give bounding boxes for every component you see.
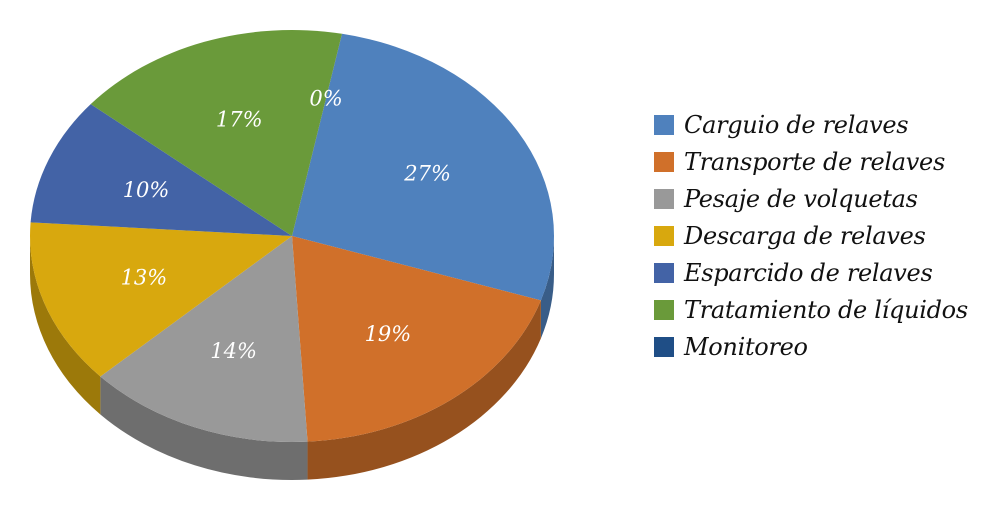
slice-side-carguio-de-relaves — [540, 236, 554, 339]
legend-item-tratamiento-de-liquidos: Tratamiento de líquidos — [654, 291, 968, 328]
slice-carguio-de-relaves — [292, 33, 554, 301]
legend-item-esparcido-de-relaves: Esparcido de relaves — [654, 254, 968, 291]
legend: Carguio de relaves Transporte de relaves P… — [654, 106, 968, 365]
slice-value-label-tratamiento-de-liquidos: 17% — [216, 108, 263, 132]
legend-item-pesaje-de-volquetas: Pesaje de volquetas — [654, 180, 968, 217]
legend-label: Transporte de relaves — [684, 147, 945, 176]
pie-slices-layer — [29, 30, 554, 442]
legend-label: Carguio de relaves — [684, 110, 909, 139]
legend-swatch — [654, 262, 674, 283]
legend-swatch — [654, 151, 674, 172]
legend-item-descarga-de-relaves: Descarga de relaves — [654, 217, 968, 254]
slice-side-pesaje-de-volquetas — [100, 376, 308, 480]
legend-swatch — [654, 114, 674, 135]
legend-item-monitoreo: Monitoreo — [654, 328, 968, 365]
slice-descarga-de-relaves — [29, 222, 292, 377]
legend-label: Descarga de relaves — [684, 221, 926, 250]
legend-swatch — [654, 299, 674, 320]
pie-depth-layer — [30, 236, 554, 480]
slice-value-label-descarga-de-relaves: 13% — [121, 265, 168, 289]
legend-swatch — [654, 188, 674, 209]
slice-side-descarga-de-relaves — [30, 236, 101, 415]
legend-label: Esparcido de relaves — [684, 258, 933, 287]
slice-value-label-pesaje-de-volquetas: 14% — [210, 339, 257, 363]
legend-item-transporte-de-relaves: Transporte de relaves — [654, 143, 968, 180]
legend-item-carguio-de-relaves: Carguio de relaves — [654, 106, 968, 143]
legend-label: Monitoreo — [684, 332, 808, 361]
slice-value-label-transporte-de-relaves: 19% — [365, 322, 412, 346]
slice-value-label-monitoreo: 0% — [309, 86, 342, 110]
slice-value-label-esparcido-de-relaves: 10% — [123, 178, 170, 202]
legend-swatch — [654, 225, 674, 246]
legend-swatch — [654, 336, 674, 357]
slice-side-transporte-de-relaves — [307, 300, 541, 480]
slice-transporte-de-relaves — [292, 236, 541, 442]
legend-label: Pesaje de volquetas — [684, 184, 918, 213]
slice-value-label-carguio-de-relaves: 27% — [403, 161, 451, 185]
slice-labels-layer: 27% 19% 14% 13% 10% 17% 0% — [121, 86, 451, 362]
slice-tratamiento-de-liquidos — [90, 30, 342, 237]
legend-label: Tratamiento de líquidos — [684, 295, 968, 324]
slice-pesaje-de-volquetas — [100, 236, 308, 442]
slice-esparcido-de-relaves — [30, 104, 292, 236]
